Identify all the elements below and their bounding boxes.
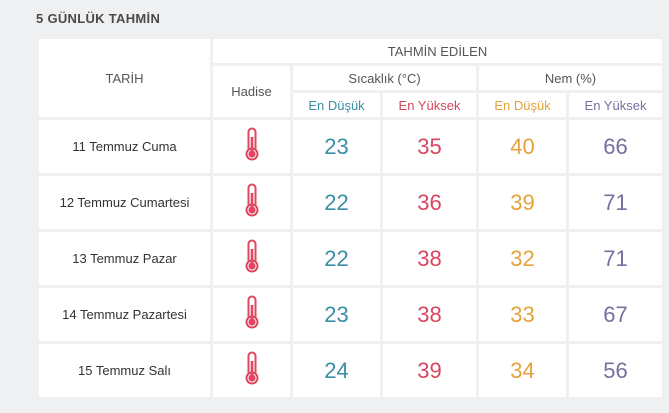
header-forecast: TAHMİN EDİLEN [213, 39, 662, 63]
thermometer-icon [243, 351, 261, 390]
thermometer-icon [243, 183, 261, 222]
hum-max-cell: 66 [569, 120, 662, 173]
hum-min-cell: 34 [479, 344, 566, 397]
date-cell: 14 Temmuz Pazartesi [39, 288, 210, 341]
header-temp-min: En Düşük [293, 93, 380, 117]
table-row: 13 Temmuz Pazar 22 38 32 71 [39, 232, 662, 285]
thermometer-icon [243, 295, 261, 334]
header-temp-max: En Yüksek [383, 93, 476, 117]
temp-max-cell: 35 [383, 120, 476, 173]
forecast-table: TARİH TAHMİN EDİLEN Hadise Sıcaklık (°C)… [36, 36, 665, 400]
hum-max-cell: 56 [569, 344, 662, 397]
header-hum-max: En Yüksek [569, 93, 662, 117]
event-cell [213, 232, 290, 285]
hum-min-cell: 32 [479, 232, 566, 285]
hum-min-cell: 33 [479, 288, 566, 341]
event-cell [213, 176, 290, 229]
table-row: 12 Temmuz Cumartesi 22 36 39 71 [39, 176, 662, 229]
event-cell [213, 120, 290, 173]
date-cell: 13 Temmuz Pazar [39, 232, 210, 285]
header-event: Hadise [213, 66, 290, 117]
header-temperature: Sıcaklık (°C) [293, 66, 476, 90]
date-cell: 15 Temmuz Salı [39, 344, 210, 397]
temp-min-cell: 24 [293, 344, 380, 397]
date-cell: 12 Temmuz Cumartesi [39, 176, 210, 229]
temp-max-cell: 36 [383, 176, 476, 229]
thermometer-icon [243, 239, 261, 278]
table-row: 11 Temmuz Cuma 23 35 40 66 [39, 120, 662, 173]
hum-max-cell: 71 [569, 232, 662, 285]
thermometer-icon [243, 127, 261, 166]
header-hum-min: En Düşük [479, 93, 566, 117]
temp-max-cell: 38 [383, 232, 476, 285]
temp-max-cell: 38 [383, 288, 476, 341]
hum-min-cell: 40 [479, 120, 566, 173]
date-cell: 11 Temmuz Cuma [39, 120, 210, 173]
hum-max-cell: 71 [569, 176, 662, 229]
table-row: 15 Temmuz Salı 24 39 34 56 [39, 344, 662, 397]
hum-min-cell: 39 [479, 176, 566, 229]
section-title: 5 GÜNLÜK TAHMİN [36, 11, 161, 26]
event-cell [213, 288, 290, 341]
temp-max-cell: 39 [383, 344, 476, 397]
event-cell [213, 344, 290, 397]
hum-max-cell: 67 [569, 288, 662, 341]
temp-min-cell: 23 [293, 120, 380, 173]
temp-min-cell: 23 [293, 288, 380, 341]
header-humidity: Nem (%) [479, 66, 662, 90]
header-date: TARİH [39, 39, 210, 117]
table-row: 14 Temmuz Pazartesi 23 38 33 67 [39, 288, 662, 341]
temp-min-cell: 22 [293, 232, 380, 285]
temp-min-cell: 22 [293, 176, 380, 229]
